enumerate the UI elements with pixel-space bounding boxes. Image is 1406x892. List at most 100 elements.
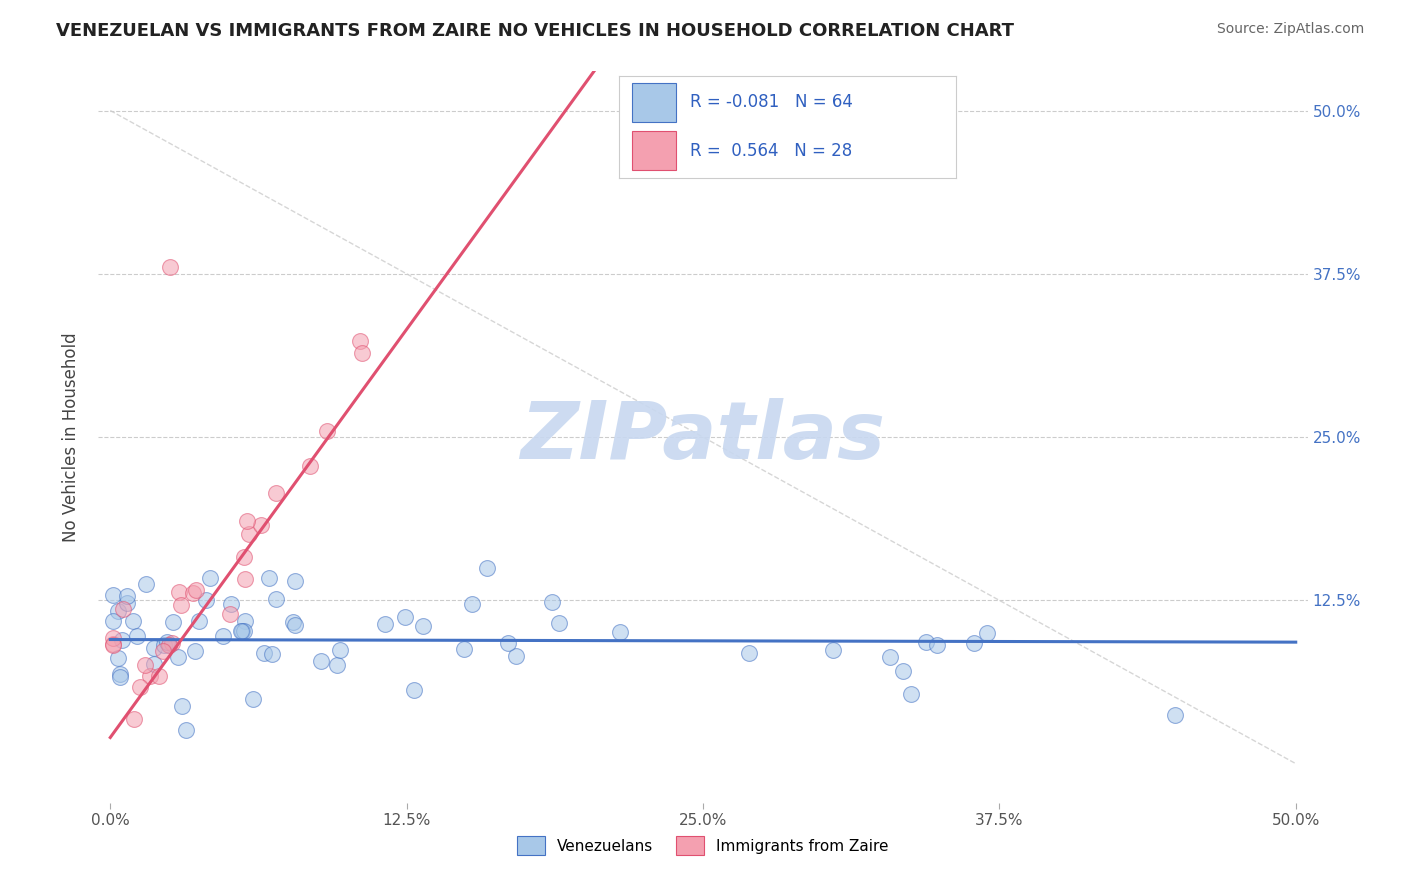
Point bbox=[198, 571, 221, 585]
Point bbox=[174, 723, 197, 737]
Point bbox=[211, 628, 233, 642]
Point bbox=[231, 624, 253, 639]
Point bbox=[148, 669, 170, 683]
Point bbox=[115, 590, 138, 604]
Point bbox=[233, 549, 256, 564]
Point bbox=[823, 642, 845, 657]
Point bbox=[219, 597, 242, 611]
Point bbox=[453, 641, 475, 656]
Point bbox=[170, 699, 193, 714]
Point bbox=[117, 597, 139, 611]
Point bbox=[101, 614, 124, 628]
Point bbox=[152, 644, 174, 658]
Point bbox=[238, 527, 260, 541]
Point bbox=[609, 625, 631, 640]
Point bbox=[122, 712, 145, 726]
FancyBboxPatch shape bbox=[633, 131, 676, 170]
Point bbox=[914, 635, 936, 649]
Point bbox=[233, 624, 256, 639]
Point bbox=[159, 260, 181, 275]
FancyBboxPatch shape bbox=[633, 83, 676, 122]
Point bbox=[461, 597, 484, 611]
Point bbox=[738, 646, 761, 660]
Point bbox=[233, 572, 256, 586]
Point bbox=[477, 561, 499, 575]
Point bbox=[233, 614, 256, 628]
Point bbox=[963, 636, 986, 650]
Point bbox=[505, 649, 527, 664]
Point bbox=[108, 670, 131, 684]
Point bbox=[879, 650, 901, 665]
Point bbox=[188, 614, 211, 628]
Y-axis label: No Vehicles in Household: No Vehicles in Household bbox=[62, 332, 80, 542]
Point bbox=[281, 615, 304, 629]
Point bbox=[412, 618, 434, 632]
Point bbox=[162, 636, 184, 650]
Point bbox=[121, 614, 143, 628]
Point bbox=[101, 638, 124, 652]
Point bbox=[108, 666, 131, 681]
Point bbox=[266, 592, 288, 607]
Text: Source: ZipAtlas.com: Source: ZipAtlas.com bbox=[1216, 22, 1364, 37]
Point bbox=[162, 615, 184, 629]
Point bbox=[186, 582, 208, 597]
Point bbox=[167, 585, 190, 599]
Point bbox=[262, 647, 284, 661]
Point bbox=[107, 650, 129, 665]
Point bbox=[326, 658, 349, 673]
Point bbox=[184, 644, 207, 658]
Point bbox=[101, 588, 124, 602]
Point bbox=[236, 514, 259, 528]
Point bbox=[309, 654, 332, 668]
Point bbox=[101, 637, 124, 651]
Point bbox=[107, 604, 129, 618]
Point bbox=[976, 626, 998, 640]
Point bbox=[242, 692, 264, 706]
Point bbox=[252, 646, 274, 660]
Point bbox=[194, 593, 217, 607]
Point bbox=[541, 595, 564, 609]
Point bbox=[127, 629, 149, 643]
Point bbox=[402, 682, 425, 697]
Point bbox=[219, 607, 242, 621]
Point bbox=[134, 658, 156, 673]
Point bbox=[1164, 707, 1187, 722]
Text: R = -0.081   N = 64: R = -0.081 N = 64 bbox=[689, 94, 852, 112]
Text: VENEZUELAN VS IMMIGRANTS FROM ZAIRE NO VEHICLES IN HOUSEHOLD CORRELATION CHART: VENEZUELAN VS IMMIGRANTS FROM ZAIRE NO V… bbox=[56, 22, 1014, 40]
Point bbox=[284, 618, 307, 632]
Point bbox=[259, 570, 281, 584]
Point bbox=[101, 631, 124, 645]
Point bbox=[266, 486, 288, 500]
Point bbox=[374, 617, 396, 632]
Point bbox=[496, 636, 519, 650]
Point bbox=[249, 518, 271, 533]
Text: R =  0.564   N = 28: R = 0.564 N = 28 bbox=[689, 142, 852, 160]
Point bbox=[111, 602, 134, 616]
Point bbox=[547, 616, 569, 631]
Point bbox=[156, 634, 179, 648]
Point bbox=[110, 632, 132, 647]
Point bbox=[139, 669, 162, 683]
Point bbox=[135, 576, 157, 591]
Point bbox=[329, 643, 352, 657]
Point bbox=[284, 574, 307, 588]
Point bbox=[153, 638, 176, 652]
Point bbox=[181, 586, 204, 600]
Point bbox=[142, 657, 165, 672]
Legend: Venezuelans, Immigrants from Zaire: Venezuelans, Immigrants from Zaire bbox=[512, 830, 894, 861]
Text: ZIPatlas: ZIPatlas bbox=[520, 398, 886, 476]
Point bbox=[927, 638, 949, 652]
Point bbox=[170, 598, 193, 612]
Point bbox=[394, 610, 416, 624]
Point bbox=[349, 334, 371, 349]
Point bbox=[129, 680, 152, 694]
Point bbox=[891, 664, 914, 678]
Point bbox=[142, 640, 165, 655]
Point bbox=[157, 639, 180, 653]
Point bbox=[229, 624, 252, 638]
Point bbox=[157, 638, 180, 652]
Point bbox=[166, 650, 188, 665]
Point bbox=[900, 687, 922, 701]
Point bbox=[299, 458, 322, 473]
Point bbox=[316, 424, 339, 438]
